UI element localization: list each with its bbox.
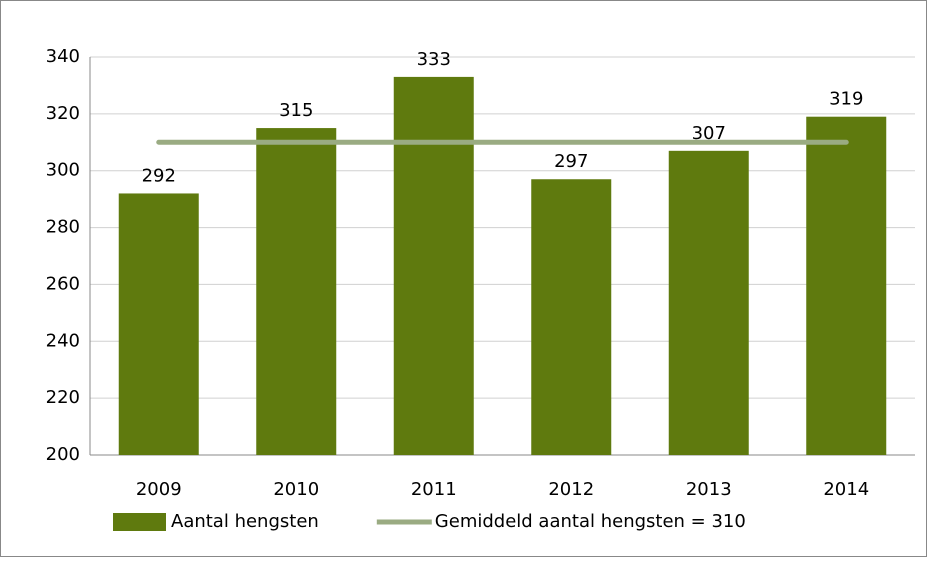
y-tick-label: 280 xyxy=(46,217,80,238)
data-label: 315 xyxy=(279,100,313,121)
x-tick-label: 2013 xyxy=(686,479,732,500)
y-tick-label: 240 xyxy=(46,330,80,351)
x-tick-label: 2012 xyxy=(548,479,594,500)
y-tick-label: 200 xyxy=(46,444,80,465)
x-tick-label: 2011 xyxy=(411,479,457,500)
data-label: 292 xyxy=(142,165,176,186)
data-label: 297 xyxy=(554,151,588,172)
data-label: 333 xyxy=(417,49,451,70)
x-tick-label: 2014 xyxy=(823,479,869,500)
x-tick-label: 2009 xyxy=(136,479,182,500)
data-label: 307 xyxy=(692,123,726,144)
bar xyxy=(256,128,337,456)
legend-swatch xyxy=(113,513,166,531)
legend-label: Gemiddeld aantal hengsten = 310 xyxy=(435,511,746,532)
y-tick-label: 320 xyxy=(46,103,80,124)
bar xyxy=(118,193,199,455)
bar xyxy=(393,76,474,456)
y-tick-label: 260 xyxy=(46,273,80,294)
bar xyxy=(668,150,749,456)
data-label: 319 xyxy=(829,89,863,110)
bar xyxy=(531,179,612,455)
y-tick-label: 340 xyxy=(46,46,80,67)
y-tick-label: 300 xyxy=(46,160,80,181)
legend-label: Aantal hengsten xyxy=(171,511,319,532)
bar xyxy=(806,116,887,455)
y-tick-label: 220 xyxy=(46,387,80,408)
x-tick-label: 2010 xyxy=(273,479,319,500)
